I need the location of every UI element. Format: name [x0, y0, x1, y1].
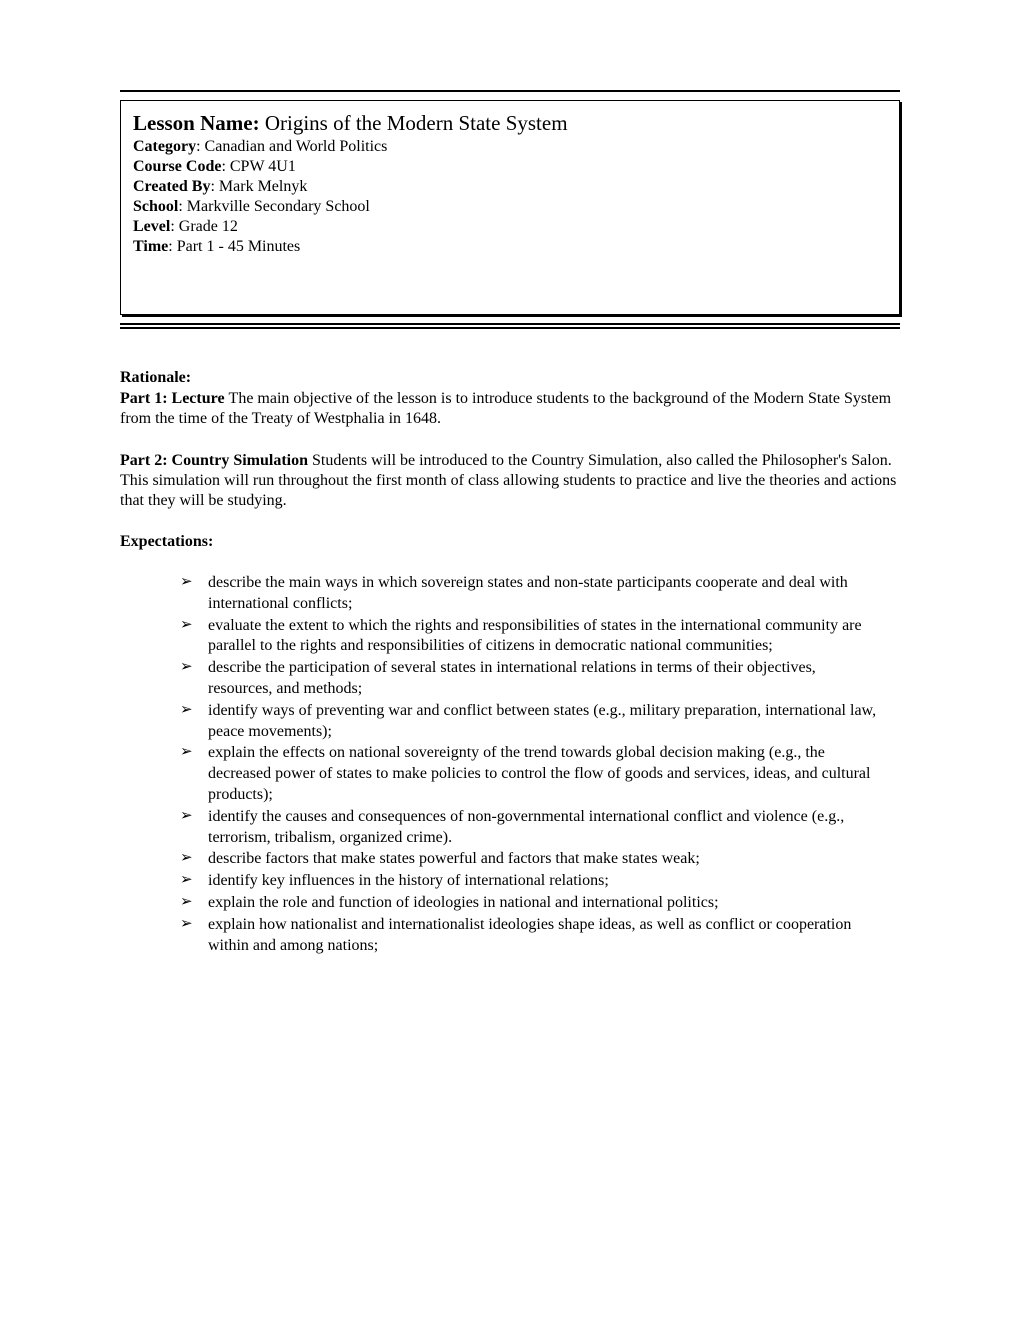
info-row: Category: Canadian and World Politics	[133, 138, 887, 156]
top-horizontal-rule	[120, 90, 900, 92]
lesson-name-value: Origins of the Modern State System	[265, 111, 568, 135]
info-row: School: Markville Secondary School	[133, 198, 887, 216]
mid-horizontal-rule-2	[120, 327, 900, 329]
rationale-paragraph: Part 1: Lecture The main objective of th…	[120, 389, 900, 429]
expectation-item: explain the effects on national sovereig…	[180, 743, 880, 805]
expectation-item: identify the causes and consequences of …	[180, 807, 880, 849]
mid-horizontal-rule-1	[120, 323, 900, 325]
info-row: Course Code: CPW 4U1	[133, 158, 887, 176]
lesson-name-label: Lesson Name:	[133, 111, 265, 135]
rationale-heading: Rationale:	[120, 369, 900, 387]
expectation-item: explain how nationalist and internationa…	[180, 915, 880, 957]
info-value: : CPW 4U1	[221, 158, 295, 175]
lesson-name-row: Lesson Name: Origins of the Modern State…	[133, 111, 887, 136]
info-value: : Canadian and World Politics	[196, 138, 387, 155]
expectations-heading: Expectations:	[120, 533, 900, 551]
rationale-part-label: Part 1: Lecture	[120, 390, 229, 407]
info-value: : Part 1 - 45 Minutes	[168, 238, 300, 255]
expectation-item: describe the main ways in which sovereig…	[180, 573, 880, 615]
expectation-item: identify key influences in the history o…	[180, 871, 880, 892]
info-row: Level: Grade 12	[133, 218, 887, 236]
info-fields-container: Category: Canadian and World Politics Cou…	[133, 138, 887, 256]
info-label: Category	[133, 138, 196, 155]
rationale-paragraph: Part 2: Country Simulation Students will…	[120, 451, 900, 511]
expectation-item: identify ways of preventing war and conf…	[180, 701, 880, 743]
rationale-parts-container: Part 1: Lecture The main objective of th…	[120, 389, 900, 511]
info-row: Created By: Mark Melnyk	[133, 178, 887, 196]
info-label: Level	[133, 218, 170, 235]
info-label: School	[133, 198, 178, 215]
info-row: Time: Part 1 - 45 Minutes	[133, 238, 887, 256]
expectations-section: Expectations: describe the main ways in …	[120, 533, 900, 956]
rationale-part-text: The main objective of the lesson is to i…	[120, 390, 891, 427]
info-value: : Mark Melnyk	[210, 178, 307, 195]
info-value: : Grade 12	[170, 218, 238, 235]
expectation-item: describe the participation of several st…	[180, 658, 880, 700]
expectation-item: evaluate the extent to which the rights …	[180, 616, 880, 658]
info-label: Created By	[133, 178, 210, 195]
expectation-item: describe factors that make states powerf…	[180, 849, 880, 870]
info-label: Time	[133, 238, 168, 255]
rationale-section: Rationale: Part 1: Lecture The main obje…	[120, 369, 900, 511]
info-value: : Markville Secondary School	[178, 198, 370, 215]
expectations-list: describe the main ways in which sovereig…	[120, 573, 900, 956]
lesson-info-box: Lesson Name: Origins of the Modern State…	[120, 100, 900, 315]
rationale-part-label: Part 2: Country Simulation	[120, 452, 312, 469]
info-label: Course Code	[133, 158, 221, 175]
expectation-item: explain the role and function of ideolog…	[180, 893, 880, 914]
